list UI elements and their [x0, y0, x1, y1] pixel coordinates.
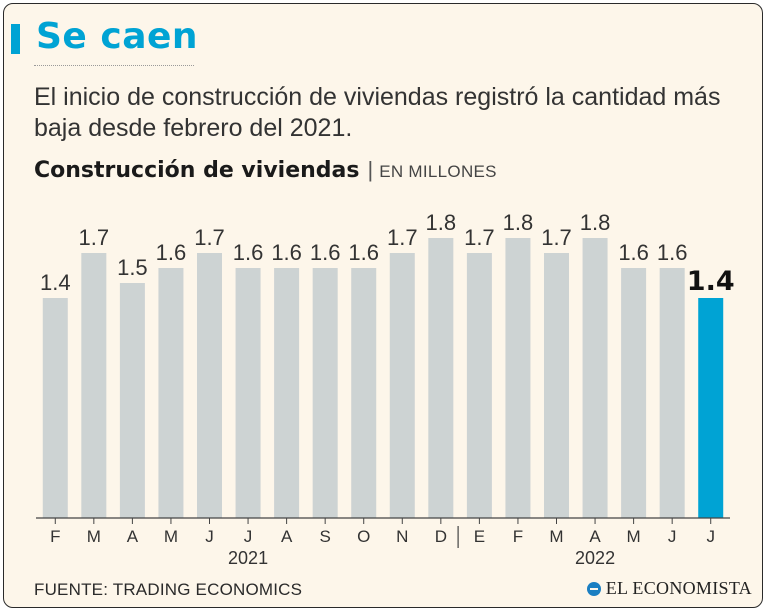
bar: [389, 253, 415, 518]
logo-text: EL ECONOMISTA: [605, 578, 752, 598]
bar: [582, 238, 608, 518]
bar-value-label: 1.7: [79, 225, 110, 250]
bar-value-label: 1.7: [541, 225, 572, 250]
bar-value-label: 1.6: [618, 240, 649, 265]
bar: [505, 238, 531, 518]
chart-unit-label: EN MILLONES: [379, 162, 497, 181]
bar: [698, 298, 724, 518]
x-tick-label: J: [244, 527, 253, 546]
bar: [197, 253, 222, 518]
bar: [428, 238, 454, 518]
bar-value-label: 1.5: [117, 255, 148, 280]
bar-value-label: 1.6: [310, 240, 341, 265]
headline-divider: [34, 65, 194, 66]
subtitle: El inicio de construcción de viviendas r…: [34, 83, 721, 142]
x-tick-label: E: [474, 527, 485, 546]
bar: [274, 268, 300, 518]
x-tick-label: S: [319, 527, 330, 546]
x-tick-label: M: [164, 527, 178, 546]
x-tick-label: A: [589, 527, 601, 546]
bar-value-label: 1.4: [687, 266, 735, 297]
bar: [119, 283, 145, 518]
bar-value-label: 1.6: [233, 240, 264, 265]
x-tick-label: N: [396, 527, 408, 546]
bar-value-label: 1.7: [464, 225, 495, 250]
bar-value-label: 1.6: [348, 240, 379, 265]
x-tick-label: J: [706, 527, 715, 546]
chart-title: Construcción de viviendas: [34, 158, 360, 183]
x-tick-label: M: [549, 527, 563, 546]
bar-value-label: 1.8: [503, 210, 534, 235]
x-tick-label: F: [50, 527, 60, 546]
bar-value-label: 1.7: [387, 225, 418, 250]
bar-value-label: 1.4: [40, 270, 71, 295]
bar-value-label: 1.6: [156, 240, 187, 265]
chart-title-separator: |: [367, 157, 374, 182]
bar-value-label: 1.7: [194, 225, 225, 250]
bar: [81, 253, 107, 518]
bar: [235, 268, 261, 518]
x-tick-label: J: [668, 527, 677, 546]
x-tick-label: D: [435, 527, 447, 546]
headline-accent-bar: [11, 24, 20, 54]
bar: [544, 253, 569, 518]
year-label: 2021: [228, 548, 268, 568]
x-tick-label: F: [513, 527, 523, 546]
publisher-logo: EL ECONOMISTA: [586, 578, 752, 599]
bar-value-label: 1.8: [426, 210, 457, 235]
chart-header: Construcción de viviendas | EN MILLONES: [34, 157, 497, 183]
bar: [659, 268, 685, 518]
bar: [621, 268, 647, 518]
x-tick-label: M: [627, 527, 641, 546]
bar: [158, 268, 184, 518]
bar: [351, 268, 377, 518]
bar: [312, 268, 338, 518]
year-label: 2022: [575, 548, 615, 568]
bar: [42, 298, 68, 518]
bar-value-label: 1.8: [580, 210, 611, 235]
headline: Se caen: [36, 16, 199, 57]
bar-value-label: 1.6: [271, 240, 302, 265]
x-tick-label: M: [87, 527, 101, 546]
source-note: FUENTE: TRADING ECONOMICS: [34, 580, 303, 599]
x-tick-label: J: [205, 527, 214, 546]
x-tick-label: A: [127, 527, 139, 546]
el-economista-logo-icon: [586, 581, 601, 596]
x-tick-label: A: [281, 527, 293, 546]
x-tick-label: O: [357, 527, 370, 546]
bar: [466, 253, 492, 518]
bar-value-label: 1.6: [657, 240, 688, 265]
